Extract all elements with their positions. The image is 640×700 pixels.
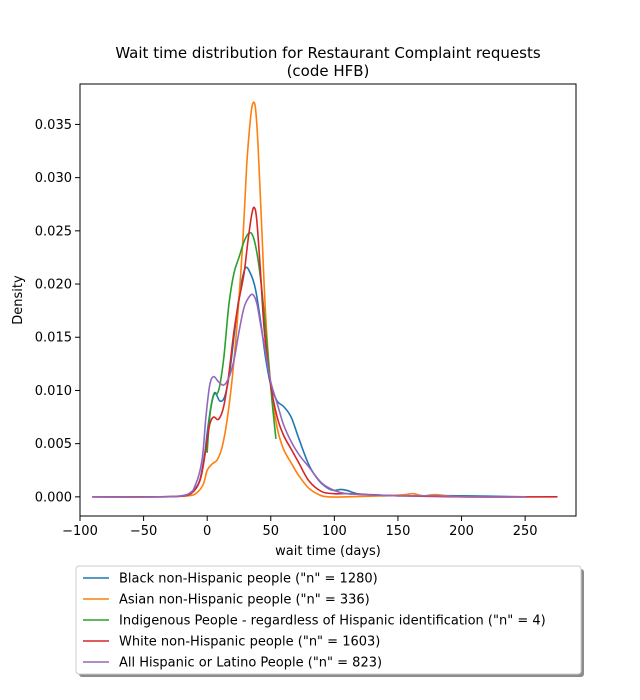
x-tick-label: 200 [449,524,474,539]
y-tick-label: 0.030 [35,171,72,186]
x-axis: −100 −50 0 50 100 150 200 250 [62,516,538,539]
y-tick-label: 0.010 [35,384,72,399]
series-line-black-non-hispanic-people [91,266,526,498]
legend-label-all-hispanic-or-latino-people: All Hispanic or Latino People ("n" = 823… [119,656,382,671]
plot-frame [79,83,577,517]
y-tick-label: 0.020 [35,278,72,293]
x-tick-label: 150 [386,524,411,539]
x-axis-label: wait time (days) [275,544,381,559]
y-tick-label: 0.015 [35,331,72,346]
legend-label-asian-non-hispanic-people: Asian non-Hispanic people ("n" = 336) [119,593,370,608]
series-line-white-non-hispanic-people [91,206,558,498]
y-axis-label: Density [11,275,26,325]
y-tick-label: 0.025 [35,224,72,239]
y-tick-label: 0.005 [35,437,72,452]
legend-box [75,565,582,675]
x-tick-label: −50 [130,524,157,539]
x-tick-label: −100 [62,524,98,539]
legend-label-white-non-hispanic-people: White non-Hispanic people ("n" = 1603) [119,635,380,650]
series-line-indigenous-people-regardless-of-hispanic-identification [206,231,277,453]
y-tick-label: 0.000 [35,490,72,505]
x-tick-label: 0 [203,524,211,539]
y-tick-label: 0.035 [35,118,72,133]
legend-label-indigenous-people-regardless-of-hispanic-identification: Indigenous People - regardless of Hispan… [119,614,546,629]
series-line-asian-non-hispanic-people [91,101,526,498]
series-line-all-hispanic-or-latino-people [91,293,526,498]
chart-title: Wait time distribution for Restaurant Co… [115,44,541,62]
series-layer [91,101,558,498]
legend-label-black-non-hispanic-people: Black non-Hispanic people ("n" = 1280) [119,572,378,587]
x-tick-label: 250 [513,524,538,539]
x-tick-label: 50 [262,524,279,539]
chart-subtitle: (code HFB) [287,62,370,80]
legend-items: Black non-Hispanic people ("n" = 1280) As… [83,572,546,671]
x-tick-label: 100 [322,524,347,539]
y-axis: 0.000 0.005 0.010 0.015 0.020 0.025 0.030 0.035 [35,118,80,505]
legend: Black non-Hispanic people ("n" = 1280) As… [75,565,584,677]
